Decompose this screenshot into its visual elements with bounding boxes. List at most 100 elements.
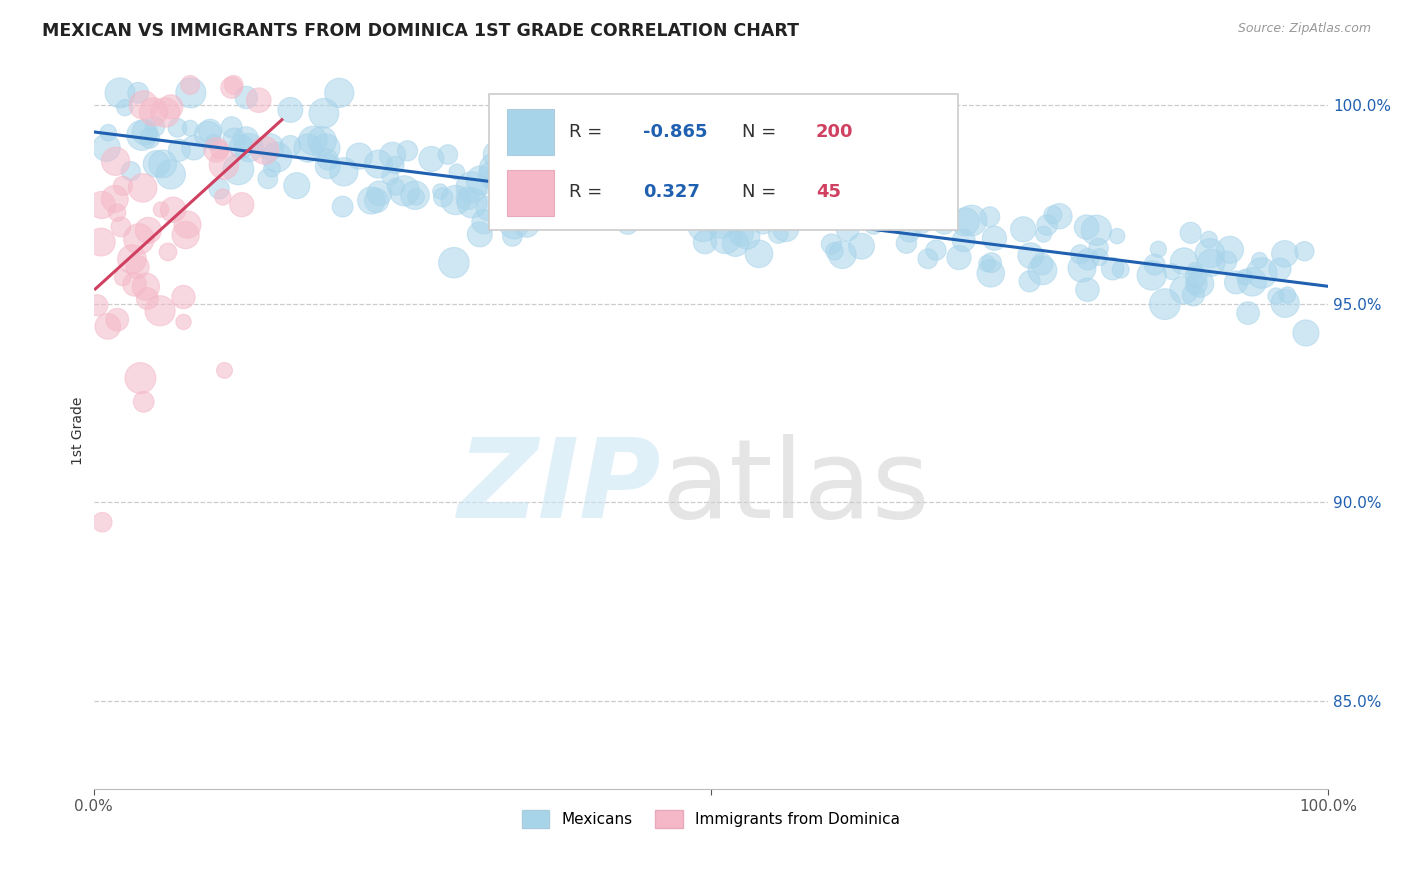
Point: [717, 135, 740, 149]
Point: [516, 217, 538, 231]
Point: [1032, 227, 1054, 241]
Point: [332, 200, 354, 214]
Point: [366, 194, 388, 208]
Point: [128, 232, 150, 246]
Point: [1180, 226, 1202, 240]
Point: [862, 202, 884, 217]
Point: [1036, 218, 1059, 232]
Point: [1198, 233, 1220, 247]
Point: [1031, 263, 1053, 277]
Point: [752, 216, 775, 230]
Point: [1219, 243, 1241, 257]
Point: [1019, 249, 1042, 263]
Point: [108, 86, 131, 100]
Point: [285, 178, 308, 193]
Point: [1085, 223, 1108, 237]
Point: [162, 202, 184, 217]
Point: [134, 125, 156, 139]
Point: [472, 215, 495, 229]
Point: [97, 126, 120, 140]
Text: ZIP: ZIP: [458, 434, 661, 541]
Point: [214, 363, 236, 377]
Point: [1184, 263, 1206, 277]
Point: [1173, 283, 1195, 297]
Point: [727, 161, 749, 176]
Point: [980, 266, 1002, 280]
Point: [368, 186, 391, 201]
Point: [349, 149, 371, 163]
Point: [222, 78, 245, 92]
Point: [1198, 246, 1220, 260]
Point: [811, 202, 834, 216]
Point: [166, 120, 188, 135]
Point: [142, 104, 165, 119]
Point: [1076, 220, 1098, 235]
Point: [1018, 274, 1040, 288]
Text: N =: N =: [742, 184, 782, 202]
Point: [333, 165, 356, 179]
Point: [110, 219, 132, 234]
Point: [259, 140, 281, 154]
Point: [152, 157, 174, 171]
Text: MEXICAN VS IMMIGRANTS FROM DOMINICA 1ST GRADE CORRELATION CHART: MEXICAN VS IMMIGRANTS FROM DOMINICA 1ST …: [42, 22, 799, 40]
Point: [173, 315, 195, 329]
Point: [1107, 229, 1129, 244]
Point: [696, 194, 718, 208]
Point: [1143, 258, 1166, 272]
Point: [429, 185, 451, 199]
Point: [863, 190, 886, 204]
Point: [231, 139, 253, 153]
Point: [155, 105, 177, 120]
Point: [224, 132, 246, 146]
Point: [1189, 277, 1212, 291]
Point: [1071, 261, 1094, 276]
Point: [443, 255, 465, 269]
Point: [665, 202, 688, 217]
Point: [599, 150, 621, 164]
Point: [266, 150, 288, 164]
Point: [460, 180, 482, 194]
Point: [831, 248, 853, 262]
Point: [1199, 256, 1222, 270]
Point: [138, 131, 160, 145]
Point: [1140, 268, 1163, 283]
Point: [1088, 250, 1111, 264]
Point: [645, 196, 668, 211]
Point: [312, 106, 335, 120]
Point: [1147, 242, 1170, 256]
Point: [486, 172, 509, 186]
Point: [1076, 283, 1098, 297]
Text: R =: R =: [569, 184, 607, 202]
Point: [1161, 265, 1184, 279]
Point: [202, 136, 225, 150]
Point: [1087, 241, 1109, 255]
Point: [1241, 275, 1264, 289]
Point: [208, 143, 231, 157]
Point: [823, 244, 845, 259]
Text: R =: R =: [569, 123, 607, 141]
Point: [127, 86, 149, 100]
Point: [714, 231, 737, 245]
Point: [247, 93, 270, 107]
Point: [710, 218, 733, 232]
Point: [1277, 288, 1299, 302]
Point: [132, 98, 155, 112]
Point: [925, 243, 948, 257]
Point: [1031, 257, 1053, 271]
Point: [1215, 254, 1237, 268]
Point: [208, 182, 231, 196]
Point: [127, 260, 149, 274]
Point: [172, 290, 194, 304]
Point: [862, 218, 884, 232]
Point: [135, 279, 157, 293]
Text: 45: 45: [815, 184, 841, 202]
Point: [132, 394, 155, 409]
Point: [1077, 252, 1099, 267]
Point: [960, 213, 983, 227]
Point: [536, 161, 558, 176]
Point: [96, 141, 118, 155]
Point: [381, 148, 404, 162]
Point: [231, 197, 253, 211]
Point: [1268, 262, 1291, 277]
Point: [221, 120, 243, 135]
